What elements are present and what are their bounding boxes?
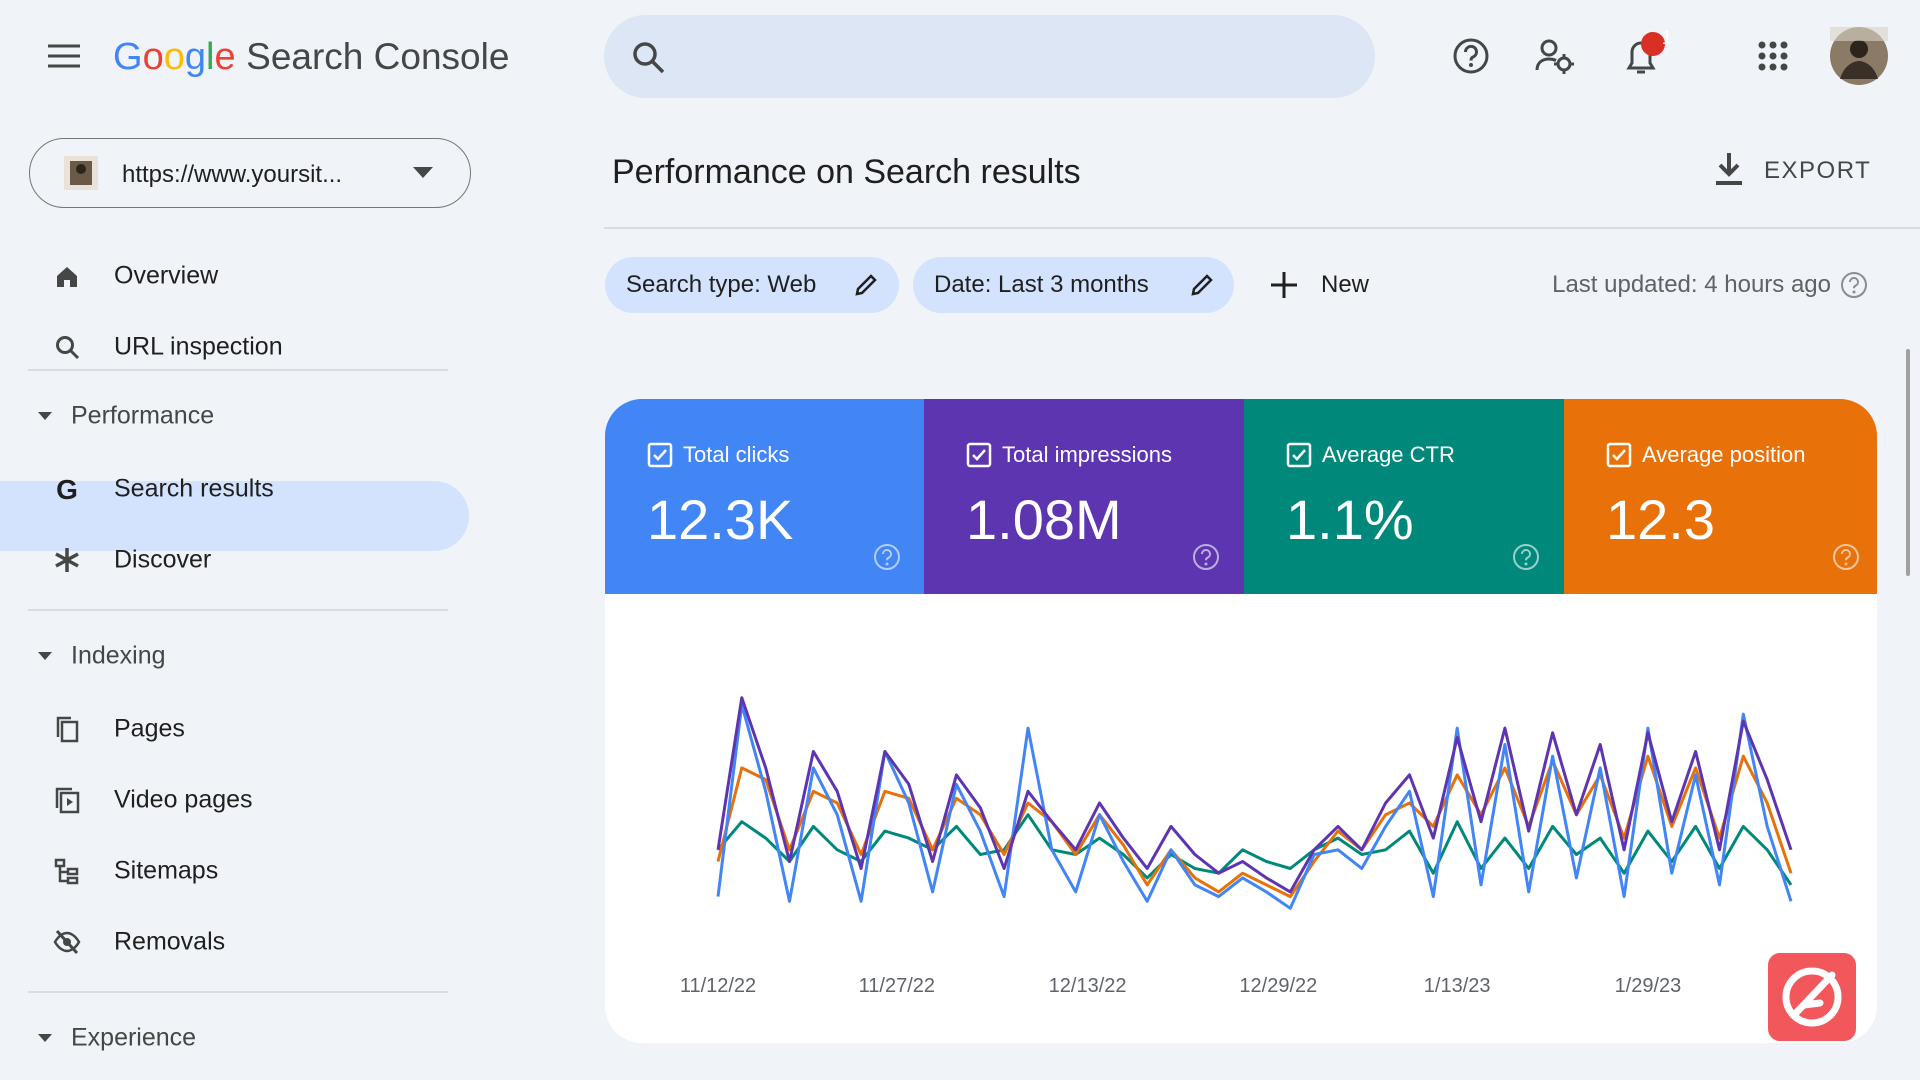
nav-item[interactable]: Video pages — [114, 785, 253, 814]
nav-icon — [56, 716, 79, 743]
metric-card[interactable]: Total impressions 1.08M — [924, 399, 1244, 594]
nav-icon: G — [56, 475, 78, 503]
logo[interactable]: Google Search Console — [113, 36, 509, 79]
section-caret — [38, 652, 52, 660]
avatar[interactable] — [1830, 27, 1888, 85]
help-icon[interactable] — [1840, 271, 1868, 299]
scrollbar — [1906, 349, 1910, 576]
metric-label: Average CTR — [1322, 442, 1455, 467]
section-caret — [38, 1034, 52, 1042]
property-url: https://www.yoursit... — [122, 161, 343, 188]
edit-icon — [1191, 274, 1213, 296]
checkbox — [1286, 442, 1312, 468]
search-icon — [633, 42, 665, 74]
page-title: Performance on Search results — [612, 153, 1081, 191]
badge-logo[interactable] — [1768, 953, 1856, 1041]
chart: 11/12/22 11/27/22 12/13/22 12/29/22 1/13/23 1… — [680, 696, 1793, 997]
nav-icon — [54, 858, 79, 885]
help-icon[interactable] — [1832, 543, 1860, 571]
chart-panel: 11/12/22 11/27/22 12/13/22 12/29/22 1/13/23 1… — [605, 594, 1877, 1043]
x-tick-label: 1/13/23 — [1424, 975, 1491, 997]
nav-section-title[interactable]: Indexing — [71, 641, 166, 670]
metric-card[interactable]: Average CTR 1.1% — [1244, 399, 1564, 594]
nav-icon — [56, 336, 80, 360]
metric-label: Average position — [1642, 442, 1806, 467]
dropdown-caret — [413, 167, 433, 178]
nav-divider — [28, 369, 448, 371]
x-tick-label: 11/12/22 — [680, 975, 756, 997]
notifications-button[interactable] — [1621, 30, 1665, 82]
x-tick-label: 1/29/23 — [1615, 975, 1682, 997]
nav-item[interactable]: Removals — [114, 927, 226, 956]
edit-icon — [855, 274, 877, 296]
svg-text:G: G — [56, 475, 78, 503]
metric-value: 1.1% — [1286, 488, 1414, 551]
nav-item[interactable]: URL inspection — [114, 332, 283, 361]
filter-chip[interactable]: Date: Last 3 months — [913, 257, 1234, 313]
nav-icon — [53, 929, 81, 955]
metric-label: Total impressions — [1002, 442, 1172, 467]
nav-divider — [28, 991, 448, 993]
new-filter-button[interactable]: New — [1321, 271, 1370, 298]
menu-button[interactable] — [48, 44, 80, 68]
notification-count: 1 — [1661, 28, 1673, 49]
x-tick-label: 11/27/22 — [859, 975, 935, 997]
help-icon[interactable] — [1512, 543, 1540, 571]
nav-item[interactable]: Overview — [114, 261, 219, 290]
help-icon[interactable] — [873, 543, 901, 571]
last-updated: Last updated: 4 hours ago — [1552, 271, 1831, 298]
nav-selected-background — [0, 481, 469, 551]
export-icon — [1716, 153, 1742, 185]
metric-value: 12.3K — [647, 488, 794, 551]
property-selector[interactable]: https://www.yoursit... — [29, 138, 471, 208]
x-tick-label: 12/29/22 — [1239, 975, 1317, 997]
metric-card[interactable]: Total clicks 12.3K — [605, 399, 924, 594]
nav-item[interactable]: Discover — [114, 545, 212, 574]
export-button[interactable]: EXPORT — [1764, 157, 1872, 184]
nav-section-title[interactable]: Experience — [71, 1023, 197, 1052]
filter-label: Search type: Web — [626, 271, 817, 298]
search-box[interactable] — [604, 15, 1375, 98]
series-line — [716, 703, 1793, 910]
nav-section-title[interactable]: Performance — [71, 401, 215, 430]
series-line — [716, 754, 1793, 899]
metric-label: Total clicks — [683, 442, 790, 467]
checkbox — [647, 442, 673, 468]
checkbox — [966, 442, 992, 468]
filter-chip[interactable]: Search type: Web — [605, 257, 899, 313]
filter-label: Date: Last 3 months — [934, 271, 1149, 298]
metric-value: 12.3 — [1606, 488, 1715, 551]
series-line — [716, 696, 1793, 894]
metric-value: 1.08M — [966, 488, 1122, 551]
apps-button[interactable] — [1757, 40, 1789, 72]
series-line — [716, 813, 1793, 886]
admin-button[interactable] — [1535, 37, 1575, 75]
help-button[interactable] — [1452, 37, 1490, 75]
nav-icon — [57, 267, 77, 287]
logo-product: Search Console — [246, 36, 510, 77]
nav-item[interactable]: Sitemaps — [114, 856, 219, 885]
nav-item[interactable]: Search results — [114, 474, 274, 503]
checkbox — [1606, 442, 1632, 468]
metric-card[interactable]: Average position 12.3 — [1564, 399, 1877, 594]
nav-divider — [28, 609, 448, 611]
nav-item[interactable]: Pages — [114, 714, 185, 743]
help-icon[interactable] — [1192, 543, 1220, 571]
x-tick-label: 12/13/22 — [1049, 975, 1127, 997]
logo-google: Google — [113, 36, 236, 78]
nav-icon — [55, 548, 79, 572]
nav-icon — [55, 787, 80, 814]
title-divider — [604, 227, 1920, 229]
add-icon — [1271, 272, 1297, 298]
property-favicon — [64, 156, 98, 190]
section-caret — [38, 412, 52, 420]
